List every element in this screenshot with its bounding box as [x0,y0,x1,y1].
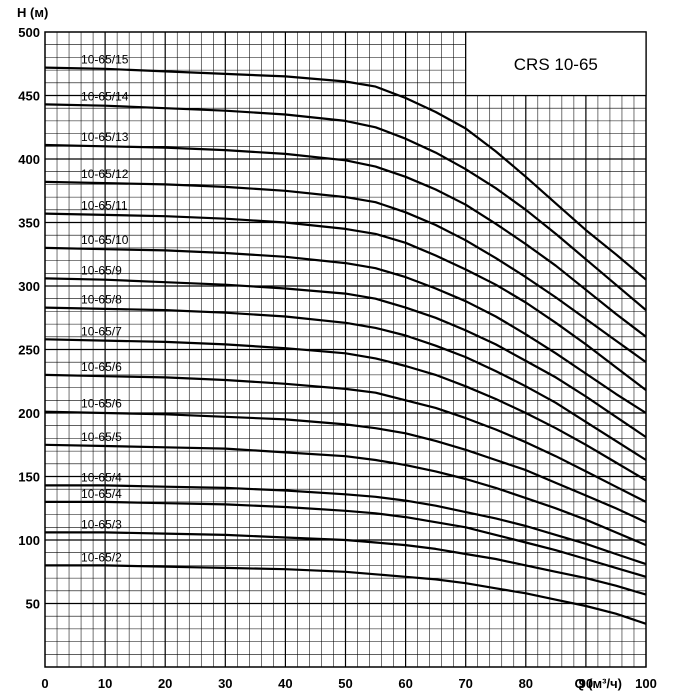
curve-label-2: 10-65/13 [81,130,129,144]
plot-frame [44,31,647,668]
x-axis-label: Q (м³/ч) [574,676,622,691]
curve-label-6: 10-65/9 [81,263,122,277]
curve-6 [44,277,647,439]
x-tick-label: 10 [98,676,112,691]
curve-label-4: 10-65/11 [81,199,128,213]
x-tick-label: 30 [218,676,232,691]
curve-2 [44,143,647,338]
curve-12 [45,484,647,566]
curve-15 [45,564,647,625]
x-tick-label: 90 [579,676,593,691]
curve-9 [44,373,647,503]
curve-label-9: 10-65/6 [81,360,122,374]
y-tick-labels: 50 100 150 200 250 300 350 400 450 500 [18,25,40,612]
curve-7 [44,306,647,461]
performance-curves [44,66,647,625]
curve-label-8: 10-65/7 [81,324,122,338]
curve-4 [44,212,647,391]
curve-label-5: 10-65/10 [81,233,129,247]
curve-1 [44,103,647,311]
major-grid [45,32,646,667]
curve-label-1: 10-65/14 [81,89,129,103]
curve-13 [45,500,647,578]
curve-8 [44,338,647,482]
y-tick-label: 300 [18,279,40,294]
y-tick-label: 400 [18,152,40,167]
x-tick-labels: 0 10 20 30 40 50 60 70 80 90 100 [41,676,656,691]
x-tick-label: 80 [519,676,533,691]
curve-5 [44,246,647,414]
y-tick-label: 450 [18,89,40,104]
chart-title-box: CRS 10-65 [465,31,647,97]
curve-11 [44,443,647,547]
y-axis-label: H (м) [17,5,48,20]
x-tick-label: 40 [278,676,292,691]
x-tick-label: 70 [458,676,472,691]
x-tick-label: 50 [338,676,352,691]
y-tick-label: 100 [18,533,40,548]
curve-label-14: 10-65/3 [81,517,122,531]
x-tick-label: 100 [635,676,657,691]
y-tick-label: 350 [18,216,40,231]
curve-0 [44,66,647,281]
curve-3 [44,180,647,364]
y-tick-label: 500 [18,25,40,40]
curve-10 [44,410,647,524]
x-tick-label: 20 [158,676,172,691]
chart-title: CRS 10-65 [514,55,598,74]
curve-label-15: 10-65/2 [81,550,122,564]
y-tick-label: 50 [26,597,40,612]
curve-label-13: 10-65/4 [81,487,122,501]
x-tick-label: 0 [41,676,48,691]
y-tick-label: 250 [18,343,40,358]
curve-14 [45,531,647,596]
curve-label-0: 10-65/15 [81,53,129,67]
x-tick-label: 60 [398,676,412,691]
curve-label-11: 10-65/5 [81,430,122,444]
y-tick-label: 150 [18,470,40,485]
curve-labels: 10-65/15 10-65/14 10-65/13 10-65/12 10-65/11… [81,53,129,565]
curve-label-3: 10-65/12 [81,167,129,181]
curve-label-7: 10-65/8 [81,293,122,307]
curve-label-12: 10-65/4 [81,470,122,484]
y-tick-label: 200 [18,406,40,421]
curve-label-10: 10-65/6 [81,397,122,411]
